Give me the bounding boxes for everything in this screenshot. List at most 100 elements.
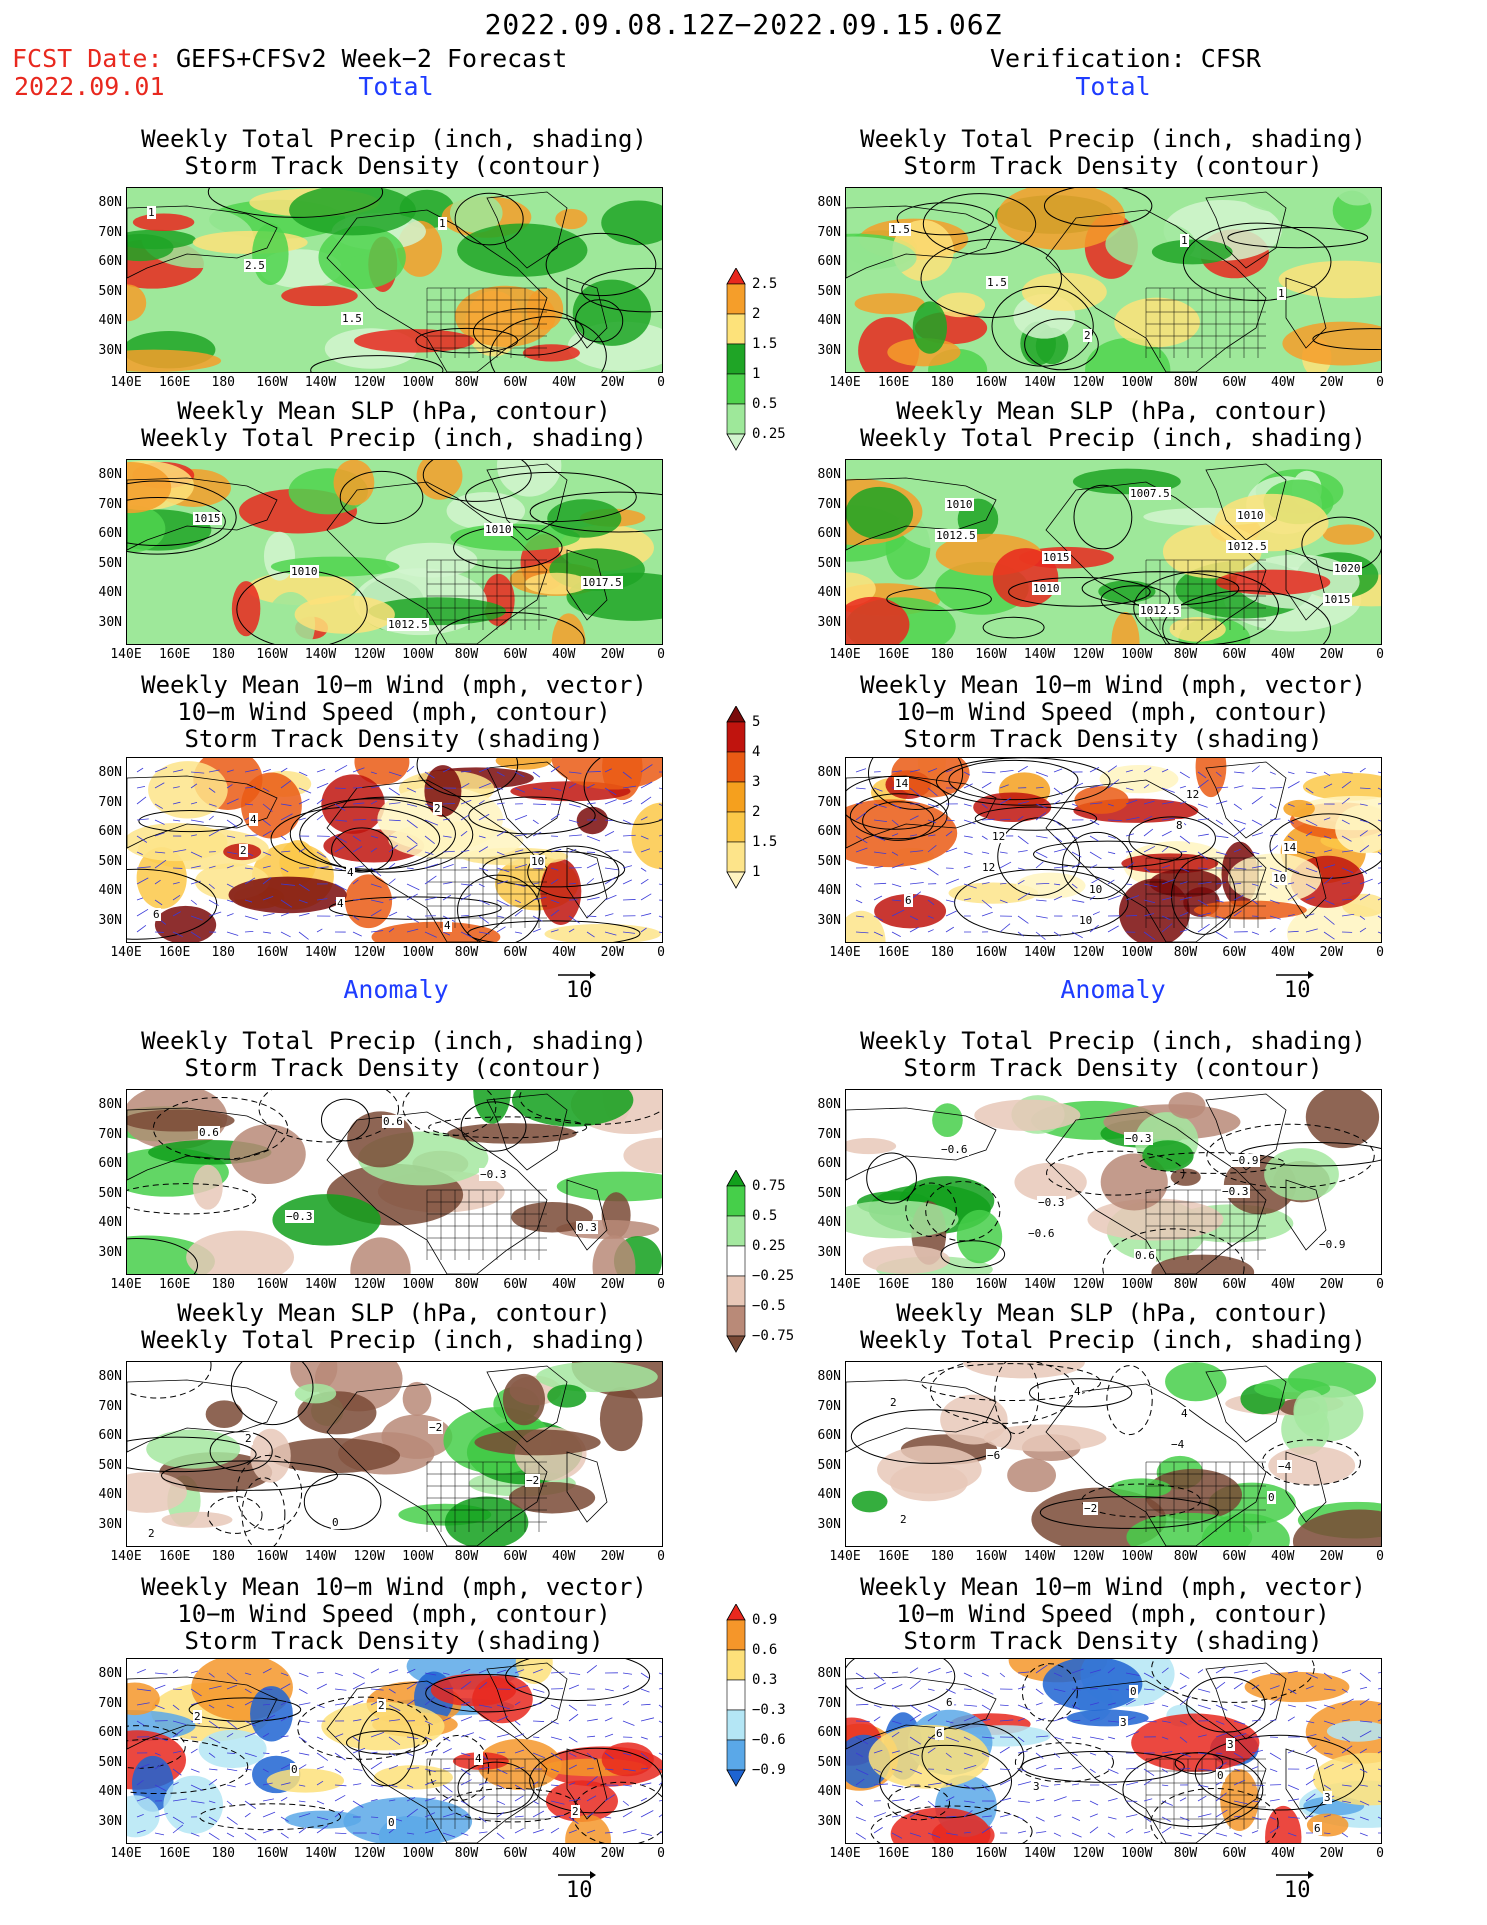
wind-vector: [981, 771, 996, 774]
wind-vector: [891, 1815, 901, 1818]
wind-vector: [1197, 1752, 1207, 1755]
wind-vector: [1215, 1667, 1226, 1674]
wind-vector: [298, 787, 312, 794]
wind-vector: [352, 931, 362, 937]
lon-tick-label: 40W: [551, 375, 576, 390]
wind-vector: [190, 819, 204, 823]
contour-line: [1021, 1663, 1078, 1722]
wind-vector: [172, 1768, 182, 1776]
lon-tick-label: 0: [657, 1549, 665, 1564]
wind-vector: [640, 1717, 655, 1722]
contour-line: [270, 806, 441, 872]
wind-vector: [1053, 895, 1063, 901]
contour-label: 2: [147, 1527, 156, 1540]
wind-vector: [262, 1829, 273, 1834]
wind-vector: [424, 931, 437, 938]
wind-vector: [1197, 1813, 1212, 1818]
wind-vector: [1035, 1816, 1045, 1822]
wind-vector: [927, 1688, 935, 1691]
colorbar-cap: [726, 1603, 746, 1621]
wind-vector: [604, 867, 619, 871]
wind-vector: [460, 894, 472, 901]
lon-tick-label: 100W: [1121, 1277, 1153, 1292]
lon-tick-label: 160W: [256, 945, 288, 960]
title-fc-anom-wind: Weekly Mean 10−m Wind (mph, vector) 10−m…: [141, 1573, 647, 1655]
contour-line: [160, 1460, 338, 1491]
contour-label: 0: [1267, 1491, 1276, 1504]
shading-blob: [874, 893, 947, 929]
wind-vector: [388, 1704, 401, 1712]
lon-tick-label: 140E: [829, 1549, 861, 1564]
shading-blob: [350, 1237, 411, 1274]
wind-vector: [442, 1736, 451, 1742]
wind-vector: [1269, 803, 1277, 809]
wind-vector: [873, 895, 883, 901]
wind-vector: [406, 928, 419, 933]
contour-line: [489, 316, 607, 372]
wind-vector: [1179, 835, 1191, 844]
wind-vector: [316, 1766, 324, 1770]
lon-tick-label: 160E: [158, 375, 191, 390]
wind-vector: [1359, 1672, 1371, 1682]
shading-blob: [333, 460, 375, 506]
lon-tick-label: 80W: [1173, 1277, 1198, 1292]
wind-vector: [640, 764, 653, 773]
wind-vector: [622, 1800, 629, 1806]
wind-vector: [1143, 1778, 1153, 1786]
wind-vector: [334, 1784, 347, 1787]
lat-tick-label: 80N: [817, 1097, 841, 1112]
lon-tick-label: 100W: [402, 1549, 434, 1564]
shading-blob: [1322, 524, 1375, 545]
wind-vector: [640, 1797, 648, 1802]
wind-vector: [909, 1680, 921, 1690]
wind-vector: [1377, 897, 1381, 901]
shading-blob: [846, 486, 914, 540]
lon-tick-label: 140W: [1023, 375, 1056, 390]
wind-vector: [981, 899, 993, 909]
lon-tick-label: 180: [930, 375, 954, 390]
wind-vector: [244, 877, 256, 885]
coastline: [846, 1379, 997, 1453]
wind-vector: [370, 835, 379, 839]
wind-vector: [424, 875, 437, 885]
shading-blob: [1100, 1153, 1168, 1211]
wind-vector: [460, 1768, 471, 1776]
wind-vector: [316, 928, 323, 933]
contour-line: [879, 1744, 1012, 1819]
wind-vector: [424, 1696, 435, 1706]
lat-tick-label: 60N: [98, 254, 122, 269]
lon-tick-label: 160W: [975, 647, 1007, 662]
wind-vector: [586, 1829, 596, 1834]
wind-vector: [442, 1704, 450, 1709]
lon-tick-label: 140E: [110, 945, 142, 960]
wind-vector: [550, 848, 562, 853]
wind-vector: [1269, 1685, 1280, 1690]
wind-vector: [244, 768, 258, 773]
wind-vector: [280, 899, 293, 908]
wind-vector: [999, 923, 1011, 933]
lat-tick-label: 80N: [98, 195, 122, 210]
wind-vector: [460, 1716, 473, 1722]
lon-tick-label: 60W: [1222, 647, 1246, 662]
wind-vector: [460, 783, 470, 789]
contour-line: [925, 1181, 1001, 1242]
wind-vector: [1107, 1797, 1118, 1802]
wind-vector: [424, 1797, 436, 1802]
lon-tick-label: 0: [1376, 945, 1384, 960]
contour-line: [866, 1152, 917, 1204]
contour-line: [331, 827, 394, 873]
wind-vector: [1179, 801, 1187, 805]
colorbar-label: 2: [752, 306, 761, 322]
wind-vector: [1143, 1816, 1152, 1823]
wind-vector: [496, 1800, 506, 1805]
wind-vector: [1323, 1814, 1332, 1818]
wind-vector: [1251, 899, 1258, 905]
wind-vector: [208, 1685, 222, 1690]
wind-vector: [514, 787, 526, 793]
wind-vector: [640, 1736, 648, 1740]
wind-vector: [226, 819, 238, 828]
lon-tick-label: 120W: [353, 945, 385, 960]
wind-vector: [1215, 1720, 1225, 1725]
wind-vector: [963, 1764, 977, 1770]
wind-vector: [640, 1703, 651, 1706]
